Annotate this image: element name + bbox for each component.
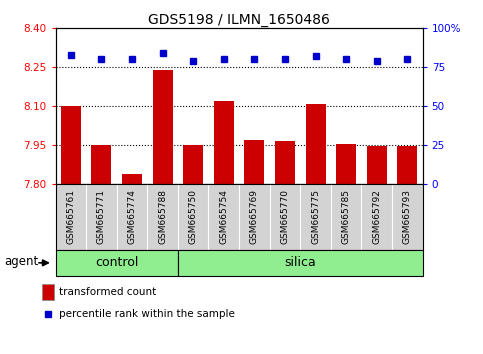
Bar bbox=[306, 104, 326, 184]
Text: GSM665769: GSM665769 bbox=[250, 189, 259, 244]
Bar bbox=[122, 174, 142, 184]
Text: GSM665770: GSM665770 bbox=[281, 189, 289, 244]
Text: GSM665771: GSM665771 bbox=[97, 189, 106, 244]
Bar bbox=[336, 144, 356, 184]
Text: GSM665792: GSM665792 bbox=[372, 189, 381, 244]
Bar bbox=[398, 147, 417, 184]
Bar bbox=[214, 101, 234, 184]
Text: transformed count: transformed count bbox=[59, 287, 156, 297]
Text: GSM665750: GSM665750 bbox=[189, 189, 198, 244]
FancyBboxPatch shape bbox=[56, 250, 178, 276]
Text: silica: silica bbox=[284, 256, 316, 269]
Text: GSM665761: GSM665761 bbox=[66, 189, 75, 244]
Text: GSM665775: GSM665775 bbox=[311, 189, 320, 244]
Bar bbox=[91, 145, 112, 184]
Text: percentile rank within the sample: percentile rank within the sample bbox=[59, 309, 235, 319]
Text: GSM665793: GSM665793 bbox=[403, 189, 412, 244]
Title: GDS5198 / ILMN_1650486: GDS5198 / ILMN_1650486 bbox=[148, 13, 330, 27]
Text: GSM665785: GSM665785 bbox=[341, 189, 351, 244]
FancyBboxPatch shape bbox=[178, 250, 423, 276]
Bar bbox=[275, 141, 295, 184]
Bar bbox=[42, 284, 54, 300]
Bar bbox=[153, 70, 172, 184]
Bar bbox=[244, 140, 264, 184]
Bar bbox=[61, 106, 81, 184]
Text: GSM665788: GSM665788 bbox=[158, 189, 167, 244]
Bar bbox=[367, 147, 387, 184]
Text: control: control bbox=[95, 256, 139, 269]
Text: agent: agent bbox=[4, 255, 39, 268]
Text: GSM665774: GSM665774 bbox=[128, 189, 137, 244]
Bar bbox=[183, 145, 203, 184]
Text: GSM665754: GSM665754 bbox=[219, 189, 228, 244]
